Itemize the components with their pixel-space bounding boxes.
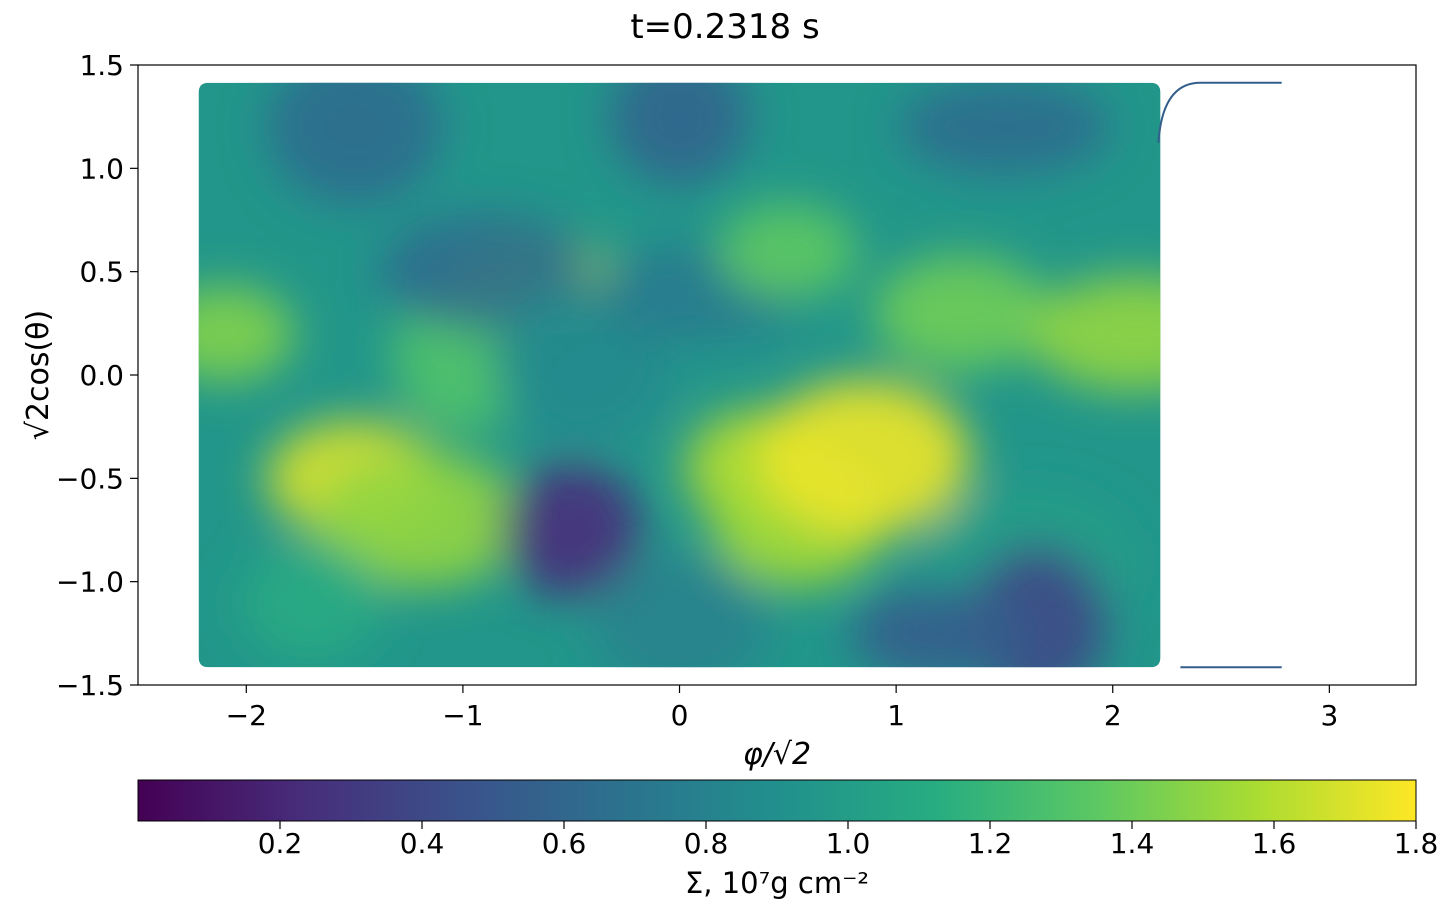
heatmap-region xyxy=(313,451,526,588)
heatmap-region xyxy=(501,462,642,598)
x-tick-label: 3 xyxy=(1320,699,1338,732)
heatmap-region xyxy=(591,555,768,668)
heatmap-region xyxy=(757,379,970,536)
y-tick-label: −0.5 xyxy=(56,462,124,495)
heatmap-region xyxy=(717,203,858,299)
colorbar-tick-label: 1.0 xyxy=(826,827,871,860)
colorbar-tick-label: 1.4 xyxy=(1110,827,1155,860)
chart-title: t=0.2318 s xyxy=(630,7,819,47)
heatmap-region xyxy=(898,82,1111,175)
y-axis-label: √2cos(θ) xyxy=(21,310,56,440)
colorbar-label: Σ, 10⁷g cm⁻² xyxy=(685,866,869,900)
heatmap-region xyxy=(241,544,382,661)
colorbar-ticks: 0.2 0.4 0.6 0.8 1.0 1.2 1.4 1.6 1.8 xyxy=(258,821,1439,860)
y-axis-ticks: 1.5 1.0 0.5 0.0 −0.5 −1.0 −1.5 xyxy=(56,49,138,702)
heatmap-region xyxy=(873,255,1050,371)
x-tick-label: −1 xyxy=(442,699,483,732)
heatmap-blobs xyxy=(198,82,1161,668)
y-tick-label: −1.5 xyxy=(56,669,124,702)
top-edge-curve xyxy=(1157,81,1282,143)
colorbar-tick-label: 1.6 xyxy=(1252,827,1297,860)
x-tick-label: −2 xyxy=(226,699,267,732)
y-tick-label: 1.5 xyxy=(79,49,124,82)
colorbar-tick-label: 1.2 xyxy=(968,827,1013,860)
colorbar-tick-label: 0.4 xyxy=(400,827,445,860)
heatmap-region xyxy=(266,82,443,205)
y-tick-label: −1.0 xyxy=(56,566,124,599)
heatmap-region xyxy=(851,585,1028,668)
x-tick-label: 0 xyxy=(671,699,689,732)
y-tick-label: 1.0 xyxy=(79,152,124,185)
heatmap-region xyxy=(1028,275,1161,392)
colorbar xyxy=(137,779,1417,822)
colorbar-tick-label: 0.6 xyxy=(542,827,587,860)
heatmap-region xyxy=(609,82,750,185)
colorbar-tick-label: 1.8 xyxy=(1394,827,1439,860)
x-axis-ticks: −2 −1 0 1 2 3 xyxy=(226,685,1338,732)
y-tick-label: 0.0 xyxy=(79,359,124,392)
heatmap-region xyxy=(198,285,295,382)
heatmap-field xyxy=(198,82,1161,668)
domain-edges xyxy=(1157,81,1282,669)
colorbar-tick-label: 0.8 xyxy=(684,827,729,860)
x-tick-label: 2 xyxy=(1104,699,1122,732)
y-tick-label: 0.5 xyxy=(79,256,124,289)
colorbar-tick-label: 0.2 xyxy=(258,827,303,860)
x-axis-label: φ/√2 xyxy=(743,737,811,772)
x-tick-label: 1 xyxy=(887,699,905,732)
